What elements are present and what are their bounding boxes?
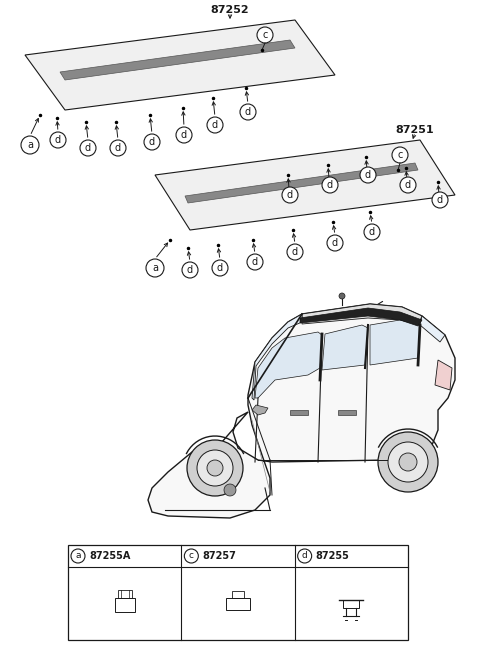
Circle shape (197, 450, 233, 486)
Text: d: d (85, 143, 91, 153)
Text: d: d (405, 180, 411, 190)
Text: d: d (115, 143, 121, 153)
Circle shape (212, 260, 228, 276)
Text: d: d (181, 130, 187, 140)
Text: d: d (327, 180, 333, 190)
Polygon shape (420, 316, 445, 342)
Circle shape (207, 460, 223, 476)
Circle shape (224, 484, 236, 496)
Bar (118, 590, 132, 597)
Circle shape (287, 244, 303, 260)
Circle shape (378, 432, 438, 492)
Text: c: c (189, 552, 194, 561)
Circle shape (176, 127, 192, 143)
Polygon shape (148, 304, 455, 518)
Circle shape (388, 442, 428, 482)
Circle shape (339, 293, 345, 299)
Circle shape (298, 549, 312, 563)
Polygon shape (300, 308, 422, 326)
Circle shape (400, 177, 416, 193)
Polygon shape (60, 40, 295, 80)
Bar (338, 410, 356, 415)
Circle shape (21, 136, 39, 154)
Text: d: d (187, 265, 193, 275)
Text: d: d (287, 190, 293, 200)
Text: d: d (292, 247, 298, 257)
Polygon shape (25, 20, 335, 110)
Text: d: d (149, 137, 155, 147)
Text: d: d (369, 227, 375, 237)
Circle shape (364, 224, 380, 240)
Circle shape (184, 549, 198, 563)
Circle shape (182, 262, 198, 278)
Text: d: d (252, 257, 258, 267)
Polygon shape (302, 304, 422, 325)
Text: d: d (245, 107, 251, 117)
Text: d: d (332, 238, 338, 248)
Circle shape (282, 187, 298, 203)
Text: d: d (217, 263, 223, 273)
Circle shape (80, 140, 96, 156)
Circle shape (240, 104, 256, 120)
Text: 87255A: 87255A (89, 551, 131, 561)
Bar (232, 591, 244, 597)
Text: d: d (437, 195, 443, 205)
Circle shape (257, 27, 273, 43)
Circle shape (110, 140, 126, 156)
Circle shape (207, 117, 223, 133)
Polygon shape (322, 325, 368, 370)
Text: d: d (55, 135, 61, 145)
Text: d: d (302, 552, 308, 561)
Bar (343, 599, 360, 607)
Circle shape (71, 549, 85, 563)
Circle shape (247, 254, 263, 270)
Text: 87251: 87251 (396, 125, 434, 135)
Text: c: c (397, 150, 403, 160)
Circle shape (327, 235, 343, 251)
Polygon shape (255, 332, 322, 398)
Text: 87255: 87255 (316, 551, 349, 561)
Text: d: d (365, 170, 371, 180)
Circle shape (50, 132, 66, 148)
Circle shape (399, 453, 417, 471)
Circle shape (360, 167, 376, 183)
Circle shape (146, 259, 164, 277)
Bar (226, 597, 250, 610)
Circle shape (187, 440, 243, 496)
Polygon shape (370, 320, 420, 365)
Text: d: d (212, 120, 218, 130)
Circle shape (322, 177, 338, 193)
Text: 87257: 87257 (203, 551, 236, 561)
Circle shape (392, 147, 408, 163)
Bar (290, 410, 308, 415)
Circle shape (432, 192, 448, 208)
Text: 87252: 87252 (211, 5, 249, 15)
Text: a: a (27, 140, 33, 150)
Bar (68, 545, 408, 640)
Polygon shape (185, 163, 418, 203)
Polygon shape (252, 405, 268, 415)
Polygon shape (252, 314, 302, 400)
Bar (115, 597, 135, 612)
Text: a: a (75, 552, 81, 561)
Polygon shape (155, 140, 455, 230)
Text: a: a (152, 263, 158, 273)
Circle shape (144, 134, 160, 150)
Text: c: c (262, 30, 268, 40)
Polygon shape (435, 360, 452, 390)
